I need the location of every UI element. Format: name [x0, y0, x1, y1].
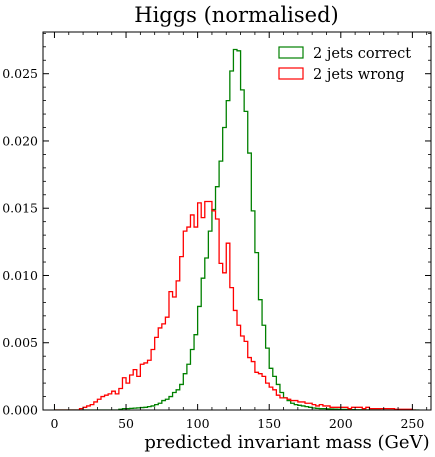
x-tick-label: 200 — [329, 416, 353, 431]
y-tick-label: 0.000 — [2, 403, 38, 418]
x-tick-label: 250 — [400, 416, 424, 431]
axes-frame — [42, 31, 432, 411]
legend-swatch-wrong — [278, 67, 304, 80]
chart-title: Higgs (normalised) — [134, 3, 338, 27]
y-tick-label: 0.020 — [2, 133, 38, 148]
x-axis-label: predicted invariant mass (GeV) — [144, 432, 429, 453]
y-tick-label: 0.025 — [2, 66, 38, 81]
legend-label-wrong: 2 jets wrong — [313, 67, 404, 83]
y-tick-label: 0.010 — [2, 268, 38, 283]
legend-swatch-correct — [278, 46, 304, 59]
axes: 0 50 100 150 200 250 0.000 0.005 0.010 0.015 0.020… — [2, 31, 432, 431]
x-tick-label: 0 — [50, 416, 58, 431]
series-line-correct — [54, 48, 420, 410]
y-tick-label: 0.005 — [2, 335, 38, 350]
x-tick-label: 150 — [257, 416, 281, 431]
series-line-wrong — [54, 200, 416, 410]
y-tick-label: 0.015 — [2, 201, 38, 216]
plot-area — [54, 48, 420, 410]
x-tick-label: 50 — [118, 416, 134, 431]
x-tick-label: 100 — [186, 416, 210, 431]
legend-label-correct: 2 jets correct — [313, 46, 411, 62]
legend: 2 jets correct 2 jets wrong — [278, 46, 411, 83]
